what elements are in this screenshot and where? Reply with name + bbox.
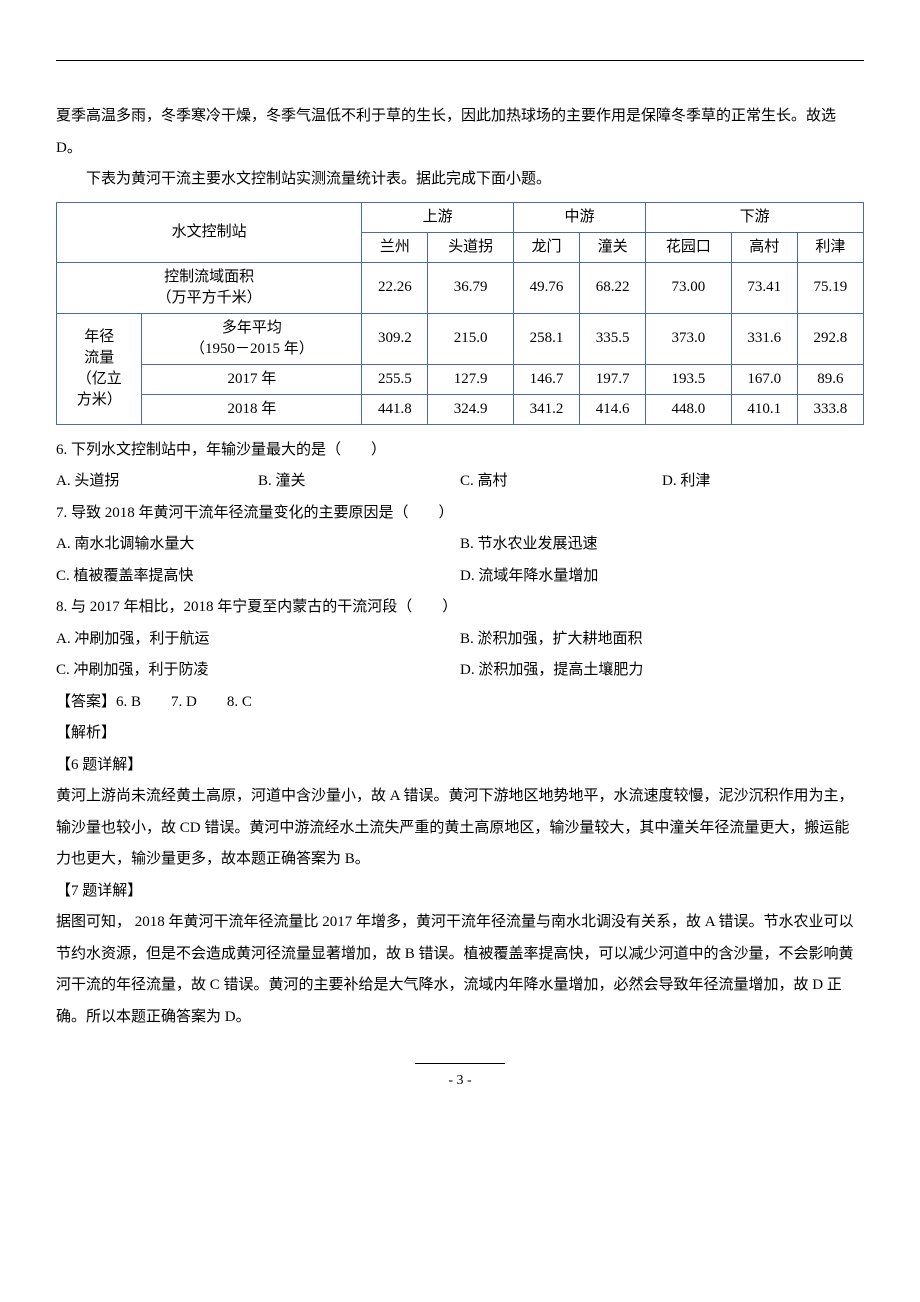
- q8-options-row1: A. 冲刷加强，利于航运 B. 淤积加强，扩大耕地面积: [56, 624, 864, 656]
- q7-stem: 7. 导致 2018 年黄河干流年径流量变化的主要原因是（ ）: [56, 498, 864, 530]
- cell: 146.7: [513, 364, 579, 394]
- q8-stem: 8. 与 2017 年相比，2018 年宁夏至内蒙古的干流河段（ ）: [56, 592, 864, 624]
- q6-options: A. 头道拐 B. 潼关 C. 高村 D. 利津: [56, 466, 864, 498]
- paragraph-intro1: 夏季高温多雨，冬季寒冷干燥，冬季气温低不利于草的生长，因此加热球场的主要作用是保…: [56, 101, 864, 164]
- cell: 75.19: [797, 262, 863, 313]
- q6-stem: 6. 下列水文控制站中，年输沙量最大的是（ ）: [56, 435, 864, 467]
- cell: 309.2: [362, 313, 428, 364]
- table-row-avg: 年径流量（亿立方米） 多年平均（1950－2015 年） 309.2 215.0…: [57, 313, 864, 364]
- cell: 36.79: [428, 262, 513, 313]
- q8-opt-c: C. 冲刷加强，利于防凌: [56, 655, 460, 687]
- table-row-area: 控制流域面积（万平方千米） 22.26 36.79 49.76 68.22 73…: [57, 262, 864, 313]
- q7-options-row1: A. 南水北调输水量大 B. 节水农业发展迅速: [56, 529, 864, 561]
- cell: 331.6: [731, 313, 797, 364]
- footer-divider: [415, 1063, 505, 1064]
- table-row-2018: 2018 年 441.8 324.9 341.2 414.6 448.0 410…: [57, 394, 864, 424]
- th-downstream: 下游: [646, 202, 864, 232]
- row-label: 2018 年: [142, 394, 362, 424]
- cell: 448.0: [646, 394, 731, 424]
- cell: 324.9: [428, 394, 513, 424]
- top-divider: [56, 60, 864, 61]
- th-upstream: 上游: [362, 202, 514, 232]
- cell: 410.1: [731, 394, 797, 424]
- cell: 193.5: [646, 364, 731, 394]
- answers: 【答案】6. B 7. D 8. C: [56, 687, 864, 719]
- cell: 89.6: [797, 364, 863, 394]
- th-col: 龙门: [513, 232, 579, 262]
- cell: 22.26: [362, 262, 428, 313]
- q6-opt-a: A. 头道拐: [56, 466, 258, 498]
- cell: 441.8: [362, 394, 428, 424]
- row-group-label: 年径流量（亿立方米）: [57, 313, 142, 424]
- table-row-2017: 2017 年 255.5 127.9 146.7 197.7 193.5 167…: [57, 364, 864, 394]
- cell: 49.76: [513, 262, 579, 313]
- row-label: 2017 年: [142, 364, 362, 394]
- cell: 68.22: [580, 262, 646, 313]
- cell: 197.7: [580, 364, 646, 394]
- q8-options-row2: C. 冲刷加强，利于防凌 D. 淤积加强，提高土壤肥力: [56, 655, 864, 687]
- cell: 73.41: [731, 262, 797, 313]
- page-number: - 3 -: [448, 1073, 471, 1088]
- q7-options-row2: C. 植被覆盖率提高快 D. 流域年降水量增加: [56, 561, 864, 593]
- th-col: 花园口: [646, 232, 731, 262]
- th-station: 水文控制站: [57, 202, 362, 262]
- data-table: 水文控制站 上游 中游 下游 兰州 头道拐 龙门 潼关 花园口 高村 利津 控制…: [56, 202, 864, 425]
- detail6-title: 【6 题详解】: [56, 750, 864, 782]
- cell: 255.5: [362, 364, 428, 394]
- page-footer: - 3 -: [56, 1063, 864, 1095]
- th-col: 兰州: [362, 232, 428, 262]
- th-col: 利津: [797, 232, 863, 262]
- row-label: 多年平均（1950－2015 年）: [142, 313, 362, 364]
- cell: 167.0: [731, 364, 797, 394]
- cell: 127.9: [428, 364, 513, 394]
- cell: 333.8: [797, 394, 863, 424]
- q7-opt-a: A. 南水北调输水量大: [56, 529, 460, 561]
- cell: 258.1: [513, 313, 579, 364]
- paragraph-intro2: 下表为黄河干流主要水文控制站实测流量统计表。据此完成下面小题。: [56, 164, 864, 196]
- th-col: 头道拐: [428, 232, 513, 262]
- cell: 215.0: [428, 313, 513, 364]
- cell: 414.6: [580, 394, 646, 424]
- q8-opt-d: D. 淤积加强，提高土壤肥力: [460, 655, 864, 687]
- q6-opt-c: C. 高村: [460, 466, 662, 498]
- detail7-body: 据图可知， 2018 年黄河干流年径流量比 2017 年增多，黄河干流年径流量与…: [56, 907, 864, 1033]
- cell: 73.00: [646, 262, 731, 313]
- th-col: 高村: [731, 232, 797, 262]
- q7-opt-b: B. 节水农业发展迅速: [460, 529, 864, 561]
- q8-opt-b: B. 淤积加强，扩大耕地面积: [460, 624, 864, 656]
- detail6-body: 黄河上游尚未流经黄土高原，河道中含沙量小，故 A 错误。黄河下游地区地势地平，水…: [56, 781, 864, 876]
- th-midstream: 中游: [513, 202, 645, 232]
- q7-opt-d: D. 流域年降水量增加: [460, 561, 864, 593]
- q6-opt-d: D. 利津: [662, 466, 864, 498]
- q8-opt-a: A. 冲刷加强，利于航运: [56, 624, 460, 656]
- jiexi-label: 【解析】: [56, 718, 864, 750]
- cell: 335.5: [580, 313, 646, 364]
- cell: 292.8: [797, 313, 863, 364]
- table-header-row1: 水文控制站 上游 中游 下游: [57, 202, 864, 232]
- cell: 373.0: [646, 313, 731, 364]
- detail7-title: 【7 题详解】: [56, 876, 864, 908]
- th-col: 潼关: [580, 232, 646, 262]
- q6-opt-b: B. 潼关: [258, 466, 460, 498]
- cell: 341.2: [513, 394, 579, 424]
- q7-opt-c: C. 植被覆盖率提高快: [56, 561, 460, 593]
- row-label: 控制流域面积（万平方千米）: [57, 262, 362, 313]
